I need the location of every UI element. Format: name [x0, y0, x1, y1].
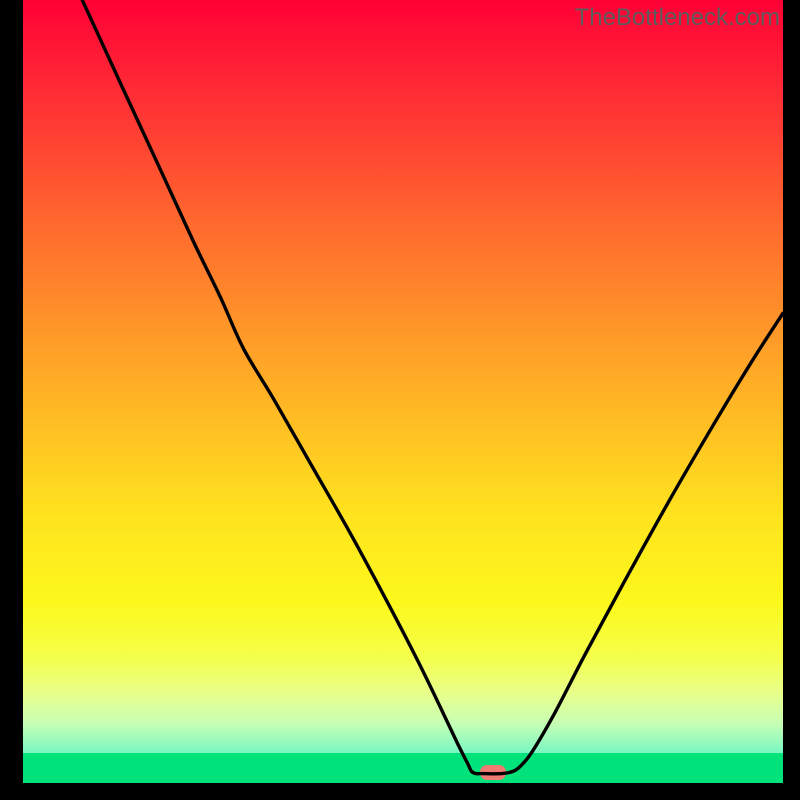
watermark-text: TheBottleneck.com — [575, 4, 780, 32]
axis-frame-right — [783, 0, 800, 800]
axis-frame-left — [0, 0, 23, 800]
bottleneck-curve — [23, 0, 783, 783]
axis-frame-bottom — [0, 783, 800, 800]
figure-root: TheBottleneck.com — [0, 0, 800, 800]
plot-area — [23, 0, 783, 783]
